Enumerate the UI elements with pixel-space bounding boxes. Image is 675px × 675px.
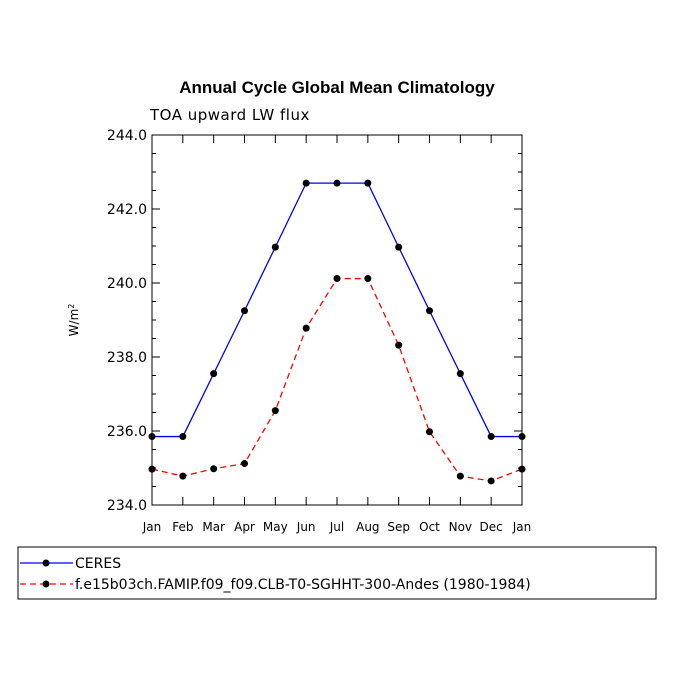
x-tick-label: Aug <box>356 520 379 534</box>
data-point-ceres <box>241 307 248 315</box>
data-point-ceres <box>148 433 156 441</box>
y-tick-label: 234.0 <box>107 498 147 514</box>
data-point-model <box>302 324 310 332</box>
data-point-ceres <box>210 370 218 378</box>
x-tick-label: Nov <box>449 520 472 534</box>
y-tick-label: 236.0 <box>107 424 147 440</box>
data-point-ceres <box>271 243 279 251</box>
x-tick-label: May <box>263 520 288 534</box>
chart-title: Annual Cycle Global Mean Climatology <box>179 78 495 97</box>
data-point-model <box>333 275 341 283</box>
data-point-ceres <box>456 370 464 378</box>
data-point-ceres <box>395 243 403 251</box>
y-axis-label: W/m2 <box>67 304 82 337</box>
legend-model-label: f.e15b03ch.FAMIP.f09_f09.CLB-T0-SGHHT-30… <box>75 577 531 593</box>
x-tick-label: Jun <box>296 520 316 534</box>
data-point-model <box>395 341 403 349</box>
legend-box <box>17 546 657 600</box>
y-tick-label: 240.0 <box>107 276 147 292</box>
data-point-ceres <box>179 433 187 441</box>
data-point-ceres <box>426 307 433 315</box>
x-tick-label: Oct <box>419 520 440 534</box>
data-point-model <box>456 472 464 480</box>
x-tick-label: Jul <box>329 520 344 534</box>
x-tick-label: Mar <box>202 520 225 534</box>
x-tick-label: Jan <box>142 520 162 534</box>
plot-area: 234.0 236.0 238.0 240.0 242.0 244.0 Jan Feb Mar A… <box>107 128 531 534</box>
data-point-ceres <box>364 179 372 187</box>
data-point-model <box>271 407 279 415</box>
series-line-model <box>151 277 523 482</box>
data-point-model <box>364 275 372 283</box>
data-point-model <box>487 477 495 485</box>
data-point-ceres <box>518 433 526 441</box>
data-point-ceres <box>487 433 495 441</box>
y-tick-label: 238.0 <box>107 350 147 366</box>
series-line-ceres <box>152 182 522 438</box>
legend-ceres-marker <box>42 559 50 567</box>
legend: CERES f.e15b03ch.FAMIP.f09_f09.CLB-T0-SG… <box>17 546 657 600</box>
data-point-model <box>426 428 433 436</box>
data-point-model <box>179 472 187 480</box>
plot-frame <box>151 134 523 506</box>
legend-ceres-label: CERES <box>75 556 121 572</box>
data-point-model <box>518 465 526 473</box>
x-tick-label: Dec <box>480 520 503 534</box>
data-point-ceres <box>302 179 310 187</box>
data-point-model <box>148 465 156 473</box>
x-tick-label: Feb <box>172 520 193 534</box>
data-point-model <box>241 460 248 468</box>
y-tick-label: 242.0 <box>107 202 147 218</box>
x-tick-label: Apr <box>234 520 255 534</box>
x-tick-label: Sep <box>387 520 410 534</box>
chart-subtitle: TOA upward LW flux <box>149 106 310 124</box>
data-point-ceres <box>333 179 341 187</box>
legend-model-marker <box>42 580 50 588</box>
y-tick-label: 244.0 <box>107 128 147 144</box>
x-tick-label: Jan <box>512 520 532 534</box>
data-point-model <box>210 465 218 473</box>
